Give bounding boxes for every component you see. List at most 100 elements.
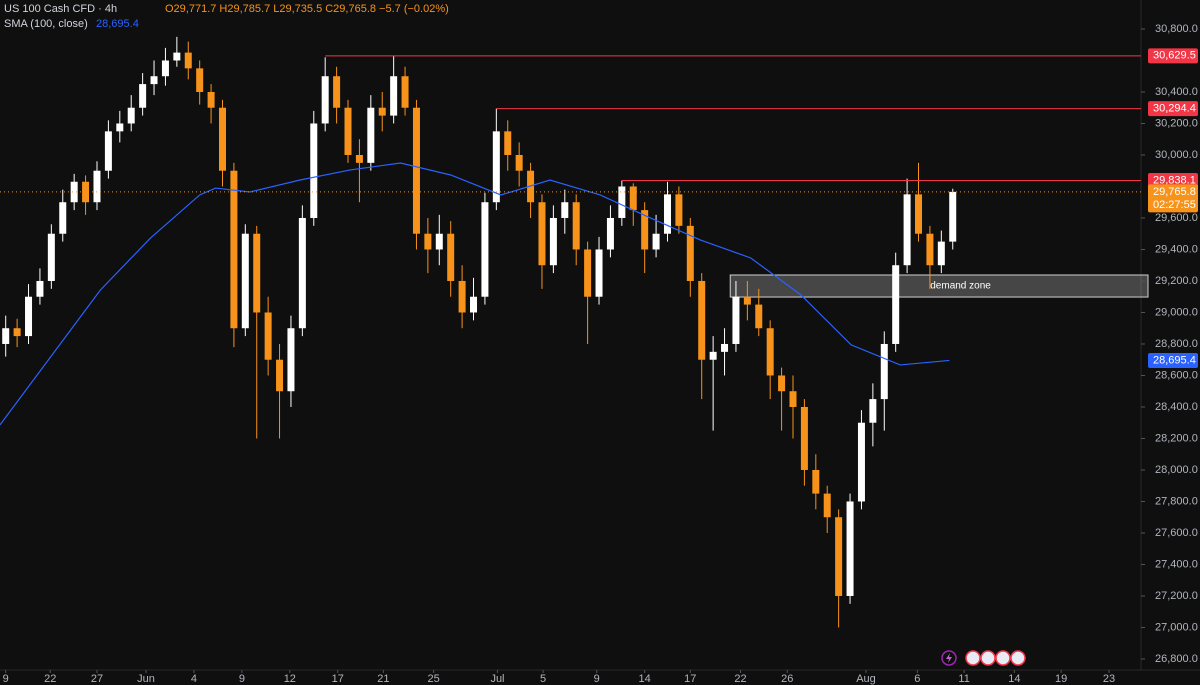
candle-body [766,328,774,376]
ohlc: O29,771.7 H29,785.7 L29,735.5 C29,765.8 … [165,3,449,15]
toolbar-icons [941,650,1026,666]
candle-body [104,131,112,171]
candle-body [481,202,489,297]
candle-body [572,202,580,250]
level-label: 30,294.4 [1153,103,1196,115]
candle-body [937,241,945,266]
x-tick-label: 9 [239,673,245,685]
candle-body [93,170,101,203]
candle-body [515,154,523,171]
candle-body [629,186,637,211]
candle-body [298,217,306,329]
y-tick-label: 29,000.0 [1155,306,1198,318]
candle-body [447,233,455,281]
candle-body [435,233,443,250]
candle-body [504,131,512,155]
y-tick-label: 29,400.0 [1155,243,1198,255]
x-tick-label: 27 [91,673,103,685]
candle-body [287,328,295,392]
y-tick-label: 30,000.0 [1155,149,1198,161]
candle-body [458,280,466,313]
candle-body [36,280,44,297]
zone-label: demand zone [930,281,991,292]
candle-body [230,170,238,329]
candle-body [150,76,158,85]
candle-body [652,233,660,250]
plot: demand zone [0,36,1149,628]
candle-body [333,76,341,108]
candle-body [82,181,90,203]
candle-body [584,249,592,297]
candle-body [812,469,820,494]
candle-body [823,493,831,518]
candle-body [903,194,911,266]
candle-body [321,76,329,124]
x-tick-label: 12 [284,673,296,685]
y-tick-label: 28,600.0 [1155,369,1198,381]
candle-body [743,296,751,305]
x-tick-label: 21 [377,673,389,685]
candle-body [641,210,649,250]
candle-body [709,351,717,360]
y-tick-label: 28,200.0 [1155,432,1198,444]
y-tick-label: 29,600.0 [1155,212,1198,224]
candle-body [13,328,21,337]
x-tick-label: 4 [191,673,197,685]
y-tick-label: 28,000.0 [1155,464,1198,476]
candle-body [264,312,272,360]
x-tick-label: 25 [427,673,439,685]
y-tick-label: 26,800.0 [1155,653,1198,665]
flag-icon[interactable] [1010,650,1026,666]
flag-icon[interactable] [995,650,1011,666]
countdown: 02:27:55 [1153,199,1196,211]
lightning-icon[interactable] [941,650,957,666]
lightning [946,653,952,663]
price-label: 29,765.8 [1153,186,1196,198]
candle-body [207,91,215,108]
candle-body [367,107,375,163]
candle-body [926,233,934,266]
candle-body [595,249,603,297]
sma-label: 28,695.4 [1153,354,1196,366]
x-tick-label: Aug [856,673,876,685]
candle-body [492,131,500,203]
x-tick-label: 26 [781,673,793,685]
candle-body [2,328,10,344]
candle-body [835,517,843,596]
x-tick-label: 5 [540,673,546,685]
y-tick-label: 30,400.0 [1155,86,1198,98]
x-tick-label: 17 [684,673,696,685]
flag-icon[interactable] [965,650,981,666]
price-label-box [1148,184,1198,213]
candle-body [698,280,706,360]
level-label-box [1148,48,1198,64]
candle-body [70,181,78,203]
candle-body [47,233,55,281]
candle-body [846,501,854,596]
candle-body [549,217,557,266]
candle-body [378,107,386,116]
candle-body [59,202,67,234]
candle-body [675,194,683,226]
candle-body [276,359,284,392]
x-tick-label: 6 [914,673,920,685]
candle-body [412,107,420,234]
x-tick-label: 19 [1055,673,1067,685]
candle-body [139,84,147,108]
candle-body [606,217,614,250]
y-tick-label: 27,600.0 [1155,527,1198,539]
y-tick-label: 27,400.0 [1155,558,1198,570]
candle-body [892,265,900,344]
candle-body [721,343,729,352]
candle-body [401,76,409,108]
flag-icon[interactable] [980,650,996,666]
candle-body [880,343,888,400]
x-tick-label: Jul [490,673,504,685]
candle-body [310,123,318,218]
candle-body [686,225,694,281]
sma-header-value: 28,695.4 [96,18,139,30]
y-tick-label: 27,000.0 [1155,621,1198,633]
level-label-box [1148,101,1198,117]
x-tick-label: Jun [137,673,155,685]
